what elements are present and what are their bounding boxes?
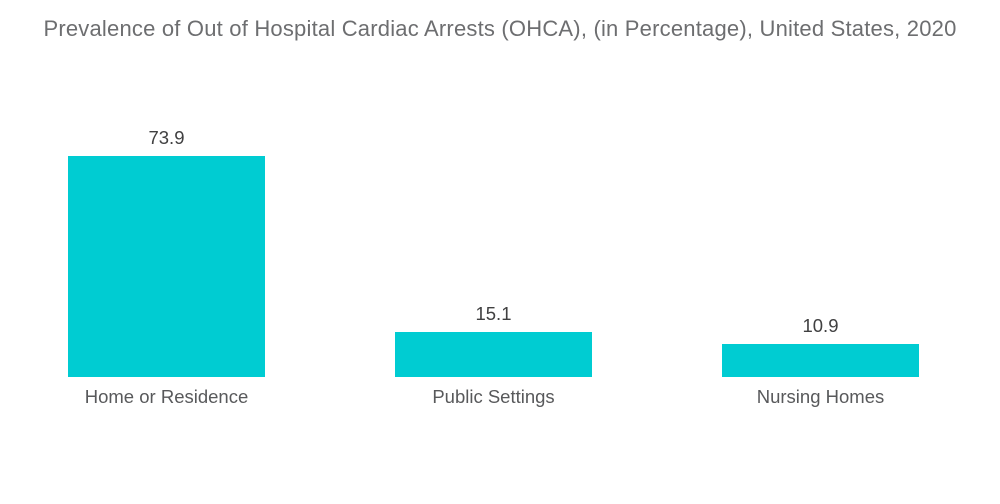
bar-group-nursing-homes: 10.9 Nursing Homes [722,315,919,407]
bar-group-public-settings: 15.1 Public Settings [395,303,592,407]
category-label: Public Settings [432,386,555,407]
bar [722,344,919,377]
category-label: Home or Residence [84,386,249,407]
bar [68,156,265,377]
category-label: Nursing Homes [756,386,885,407]
value-label: 15.1 [475,303,512,324]
value-label: 10.9 [802,315,839,336]
chart-title: Prevalence of Out of Hospital Cardiac Ar… [43,16,957,41]
value-label: 73.9 [148,127,185,148]
bar-chart: 73.9 Home or Residence 15.1 Public Setti… [68,0,919,407]
bar-group-home-or-residence: 73.9 Home or Residence [68,127,265,407]
bar [395,332,592,377]
